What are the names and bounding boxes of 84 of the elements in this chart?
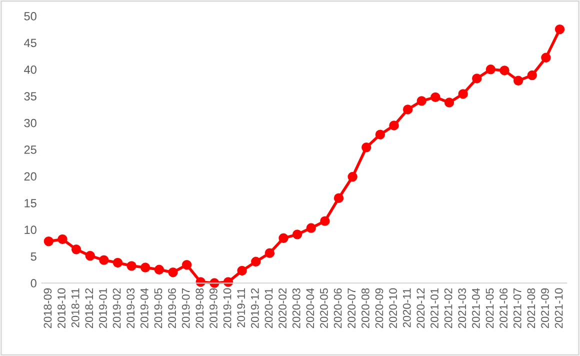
x-tick-label: 2021-10 — [554, 288, 563, 328]
y-tick-label: 15 — [24, 199, 36, 208]
x-tick-label: 2019-03 — [126, 288, 135, 328]
y-tick-label: 35 — [24, 92, 36, 101]
point — [375, 130, 386, 140]
x-tick-label: 2020-02 — [278, 288, 286, 328]
point — [112, 258, 123, 268]
point — [182, 260, 192, 270]
point — [99, 255, 109, 265]
x-tick-label: 2020-07 — [348, 288, 356, 328]
point — [58, 234, 68, 244]
y-tick-label: 45 — [24, 38, 36, 48]
point — [168, 267, 178, 278]
x-tick-label: 2021-05 — [486, 288, 494, 328]
x-tick-label: 2021-02 — [444, 288, 452, 328]
point — [513, 76, 524, 86]
x-tick-label: 2021-08 — [527, 288, 536, 328]
x-tick-label: 2020-04 — [306, 288, 314, 328]
x-tick-label: 2019-12 — [250, 288, 259, 328]
x-tick-label: 2018-10 — [58, 288, 66, 328]
x-tick-label: 2019-06 — [168, 288, 176, 328]
y-tick-label: 50 — [24, 12, 36, 20]
x-tick-label: 2019-11 — [237, 288, 246, 328]
x-tick-label: 2021-09 — [541, 288, 549, 328]
point — [554, 24, 565, 34]
point — [154, 264, 164, 275]
x-tick-label: 2020-12 — [416, 288, 425, 328]
point — [85, 250, 95, 261]
point — [71, 244, 82, 254]
y-tick-label: 0 — [30, 279, 36, 288]
x-tick-label: 2019-08 — [196, 288, 204, 328]
x-tick-label: 2020-06 — [334, 288, 342, 328]
point — [237, 266, 247, 276]
point — [458, 89, 468, 99]
x-tick-label: 2019-01 — [99, 288, 107, 328]
y-tick-label: 30 — [24, 118, 36, 128]
y-tick-label: 40 — [24, 65, 36, 74]
point — [348, 172, 358, 182]
point — [486, 64, 496, 74]
x-tick-label: 2021-03 — [458, 288, 466, 328]
point — [430, 92, 440, 102]
x-tick-label: 2021-06 — [500, 288, 508, 328]
point — [278, 233, 288, 244]
x-tick-label: 2019-02 — [112, 288, 121, 328]
x-tick-label: 2019-04 — [140, 288, 148, 328]
point — [527, 70, 537, 80]
y-tick-label: 5 — [30, 252, 36, 261]
y-tick-label: 25 — [24, 146, 36, 154]
x-tick-label: 2018-09 — [44, 288, 52, 328]
x-tick-label: 2019-10 — [223, 288, 232, 328]
point — [472, 74, 482, 84]
point — [126, 261, 136, 271]
x-tick-label: 2020-05 — [320, 288, 328, 328]
x-tick-label: 2019-07 — [182, 288, 190, 328]
x-tick-label: 2020-09 — [375, 288, 384, 328]
x-tick-label: 2020-03 — [292, 288, 300, 328]
y-tick-label: 20 — [24, 172, 36, 181]
point — [320, 216, 330, 226]
x-tick-label: 2018-11 — [71, 288, 80, 328]
x-tick-label: 2020-10 — [389, 288, 397, 328]
x-tick-label: 2021-07 — [513, 288, 522, 328]
point — [389, 120, 399, 130]
y-tick-label: 10 — [24, 226, 36, 234]
point — [416, 96, 426, 106]
point — [500, 66, 510, 76]
point — [541, 52, 551, 63]
point — [444, 98, 454, 108]
point — [251, 256, 261, 267]
x-tick-label: 2021-01 — [430, 288, 438, 328]
point — [44, 236, 54, 246]
x-tick-label: 2021-04 — [472, 288, 480, 328]
x-tick-label: 2018-12 — [85, 288, 94, 328]
x-tick-label: 2019-09 — [210, 288, 218, 328]
point — [140, 262, 150, 272]
point — [292, 230, 302, 240]
point — [334, 193, 344, 203]
x-tick-label: 2020-08 — [361, 288, 370, 328]
point — [402, 104, 413, 114]
x-tick-label: 2019-05 — [154, 288, 162, 328]
point — [362, 142, 372, 152]
point — [306, 223, 316, 233]
x-tick-label: 2020-11 — [402, 288, 411, 328]
x-tick-label: 2020-01 — [264, 288, 273, 328]
point — [264, 248, 275, 258]
